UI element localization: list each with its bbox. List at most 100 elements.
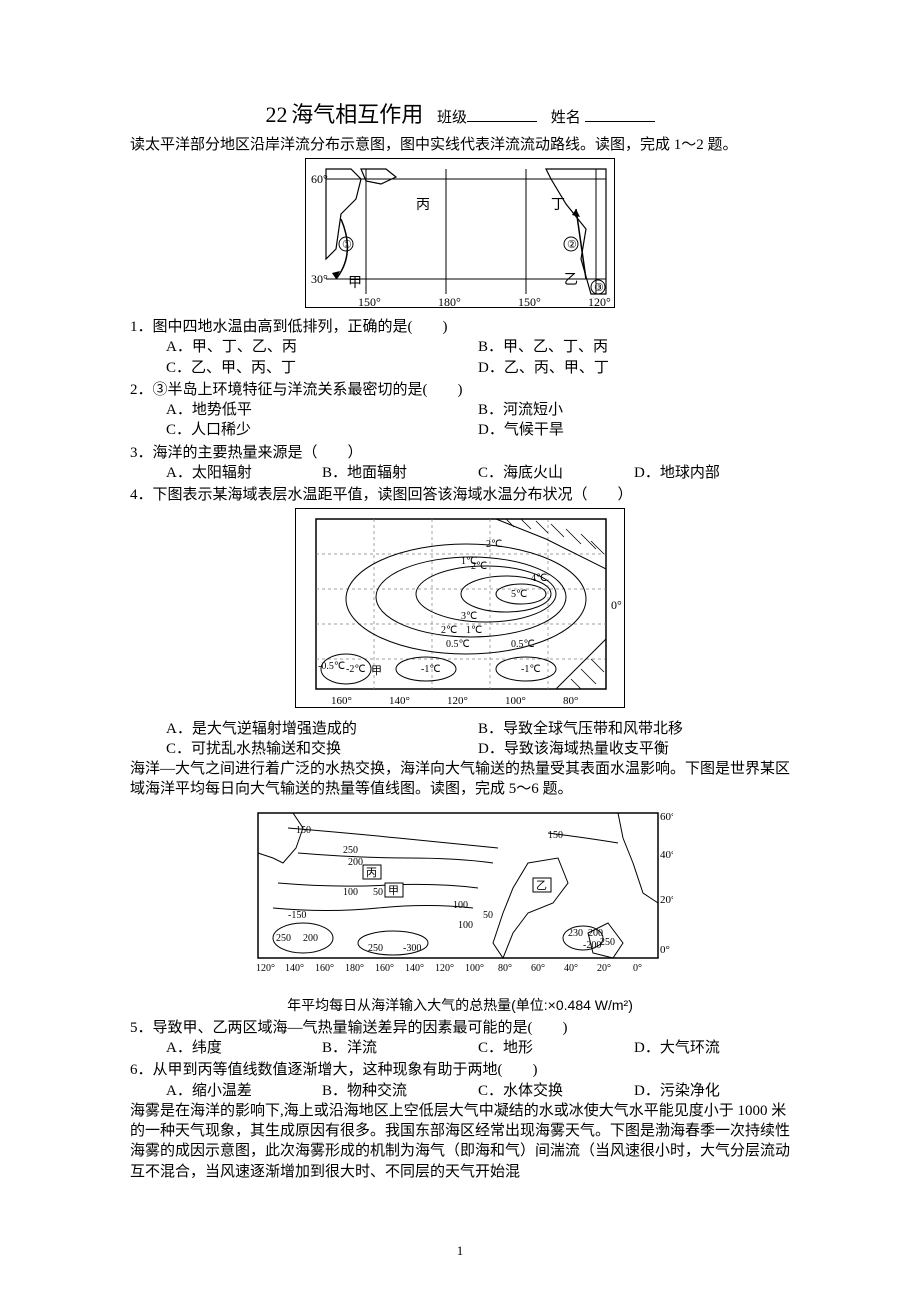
svg-text:-1℃: -1℃ xyxy=(521,664,541,675)
figure-3-container: 丙 甲 乙 150 250 200 100 50 -150 250 200 25… xyxy=(130,803,790,1015)
name-label: 姓名 xyxy=(551,110,581,126)
q6-stem: 6．从甲到丙等值线数值逐渐增大，这种现象有助于两地( ) xyxy=(130,1060,790,1080)
svg-text:180°: 180° xyxy=(345,963,364,974)
svg-text:150°: 150° xyxy=(358,295,381,309)
svg-text:180°: 180° xyxy=(438,295,461,309)
svg-text:2℃: 2℃ xyxy=(441,625,457,636)
svg-text:-2℃: -2℃ xyxy=(346,664,366,675)
q5-options: A．纬度 B．洋流 C．地形 D．大气环流 xyxy=(130,1038,790,1058)
svg-text:80°: 80° xyxy=(498,963,512,974)
title-line: 22 海气相互作用 班级 姓名 xyxy=(130,100,790,130)
q2-options: A．地势低平 B．河流短小 C．人口稀少 D．气候干旱 xyxy=(130,400,790,441)
q3-stem: 3．海洋的主要热量来源是（ ） xyxy=(130,443,790,463)
q5-opt-a: A．纬度 xyxy=(166,1038,322,1058)
q2-stem: 2．③半岛上环境特征与洋流关系最密切的是( ) xyxy=(130,380,790,400)
class-field: 班级 xyxy=(437,110,541,126)
q6-options: A．缩小温差 B．物种交流 C．水体交换 D．污染净化 xyxy=(130,1081,790,1101)
question-4: 4．下图表示某海域表层水温距平值，读图回答该海域水温分布状况（ ） xyxy=(130,485,790,505)
svg-text:丙: 丙 xyxy=(416,198,430,213)
q4-opt-c: C．可扰乱水热输送和交换 xyxy=(166,739,478,759)
q1-opt-a: A．甲、丁、乙、丙 xyxy=(166,337,478,357)
svg-text:5℃: 5℃ xyxy=(511,589,527,600)
q1-opt-d: D．乙、丙、甲、丁 xyxy=(478,358,790,378)
q1-options: A．甲、丁、乙、丙 B．甲、乙、丁、丙 C．乙、甲、丙、丁 D．乙、丙、甲、丁 xyxy=(130,337,790,378)
q6-opt-c: C．水体交换 xyxy=(478,1081,634,1101)
class-blank[interactable] xyxy=(467,108,537,122)
question-5: 5．导致甲、乙两区域海—气热量输送差异的因素最可能的是( ) A．纬度 B．洋流… xyxy=(130,1018,790,1059)
svg-text:0°: 0° xyxy=(633,963,642,974)
svg-text:40°: 40° xyxy=(564,963,578,974)
svg-text:-150: -150 xyxy=(288,910,306,921)
figure-3-caption: 年平均每日从海洋输入大气的总热量(单位:×0.484 W/m²) xyxy=(130,996,790,1015)
q2-opt-a: A．地势低平 xyxy=(166,400,478,420)
svg-text:乙: 乙 xyxy=(564,272,578,288)
svg-text:-0.5℃: -0.5℃ xyxy=(318,661,345,672)
svg-text:0.5℃: 0.5℃ xyxy=(511,639,535,650)
svg-text:80°: 80° xyxy=(563,695,578,707)
svg-text:150: 150 xyxy=(548,830,563,841)
svg-text:60°: 60° xyxy=(660,811,673,823)
page-number: 1 xyxy=(130,1242,790,1260)
figure-2: 2℃ 1℃ 2℃ 4℃ 5℃ 3℃ 2℃ 1℃ 0.5℃ 0.5℃ -0.5℃ … xyxy=(295,508,625,708)
svg-text:120°: 120° xyxy=(588,295,611,309)
name-field: 姓名 xyxy=(551,110,655,126)
svg-text:0.5℃: 0.5℃ xyxy=(446,639,470,650)
svg-text:甲: 甲 xyxy=(371,665,382,677)
lat-30: 30° xyxy=(311,272,328,286)
q3-opt-b: B．地面辐射 xyxy=(322,463,478,483)
svg-text:-300: -300 xyxy=(403,943,421,954)
question-1: 1．图中四地水温由高到低排列，正确的是( ) A．甲、丁、乙、丙 B．甲、乙、丁… xyxy=(130,317,790,378)
q2-opt-c: C．人口稀少 xyxy=(166,420,478,440)
svg-text:乙: 乙 xyxy=(536,879,547,892)
figure-3: 丙 甲 乙 150 250 200 100 50 -150 250 200 25… xyxy=(248,803,673,988)
svg-text:150: 150 xyxy=(296,825,311,836)
lat-60: 60° xyxy=(311,172,328,186)
svg-text:160°: 160° xyxy=(315,963,334,974)
svg-text:甲: 甲 xyxy=(388,885,399,897)
intro-2: 海洋—大气之间进行着广泛的水热交换，海洋向大气输送的热量受其表面水温影响。下图是… xyxy=(130,759,790,800)
q5-stem: 5．导致甲、乙两区域海—气热量输送差异的因素最可能的是( ) xyxy=(130,1018,790,1038)
svg-text:丁: 丁 xyxy=(551,198,565,213)
svg-text:250: 250 xyxy=(276,933,291,944)
svg-text:160°: 160° xyxy=(375,963,394,974)
title-number: 22 xyxy=(265,102,287,127)
q5-opt-b: B．洋流 xyxy=(322,1038,478,1058)
svg-text:②: ② xyxy=(567,239,577,251)
question-2: 2．③半岛上环境特征与洋流关系最密切的是( ) A．地势低平 B．河流短小 C．… xyxy=(130,380,790,441)
svg-text:100: 100 xyxy=(343,887,358,898)
svg-text:100: 100 xyxy=(458,920,473,931)
title-text: 海气相互作用 xyxy=(291,102,423,127)
svg-text:①: ① xyxy=(342,239,352,251)
svg-text:160°: 160° xyxy=(331,695,352,707)
svg-text:150°: 150° xyxy=(518,295,541,309)
q1-opt-b: B．甲、乙、丁、丙 xyxy=(478,337,790,357)
q1-stem: 1．图中四地水温由高到低排列，正确的是( ) xyxy=(130,317,790,337)
question-3: 3．海洋的主要热量来源是（ ） A．太阳辐射 B．地面辐射 C．海底火山 D．地… xyxy=(130,443,790,484)
svg-text:4℃: 4℃ xyxy=(531,573,547,584)
q3-options: A．太阳辐射 B．地面辐射 C．海底火山 D．地球内部 xyxy=(130,463,790,483)
name-blank[interactable] xyxy=(585,108,655,122)
q3-opt-d: D．地球内部 xyxy=(634,463,790,483)
figure-2-container: 2℃ 1℃ 2℃ 4℃ 5℃ 3℃ 2℃ 1℃ 0.5℃ 0.5℃ -0.5℃ … xyxy=(130,508,790,715)
intro-1: 读太平洋部分地区沿岸洋流分布示意图，图中实线代表洋流流动路线。读图，完成 1～2… xyxy=(130,135,790,155)
svg-text:200: 200 xyxy=(348,857,363,868)
q6-opt-d: D．污染净化 xyxy=(634,1081,790,1101)
q3-opt-c: C．海底火山 xyxy=(478,463,634,483)
svg-text:250: 250 xyxy=(368,943,383,954)
svg-text:3℃: 3℃ xyxy=(461,611,477,622)
svg-text:20°: 20° xyxy=(660,894,673,906)
class-label: 班级 xyxy=(437,110,467,126)
q1-opt-c: C．乙、甲、丙、丁 xyxy=(166,358,478,378)
q5-opt-d: D．大气环流 xyxy=(634,1038,790,1058)
q4-opt-d: D．导致该海域热量收支平衡 xyxy=(478,739,790,759)
q6-opt-b: B．物种交流 xyxy=(322,1081,478,1101)
svg-text:120°: 120° xyxy=(256,963,275,974)
svg-text:140°: 140° xyxy=(405,963,424,974)
q4-stem: 4．下图表示某海域表层水温距平值，读图回答该海域水温分布状况（ ） xyxy=(130,485,790,505)
svg-text:0°: 0° xyxy=(660,944,670,956)
q5-opt-c: C．地形 xyxy=(478,1038,634,1058)
svg-text:50: 50 xyxy=(373,887,383,898)
q6-opt-a: A．缩小温差 xyxy=(166,1081,322,1101)
q4-opt-a: A．是大气逆辐射增强造成的 xyxy=(166,719,478,739)
intro-3: 海雾是在海洋的影响下,海上或沿海地区上空低层大气中凝结的水或冰使大气水平能见度小… xyxy=(130,1101,790,1182)
